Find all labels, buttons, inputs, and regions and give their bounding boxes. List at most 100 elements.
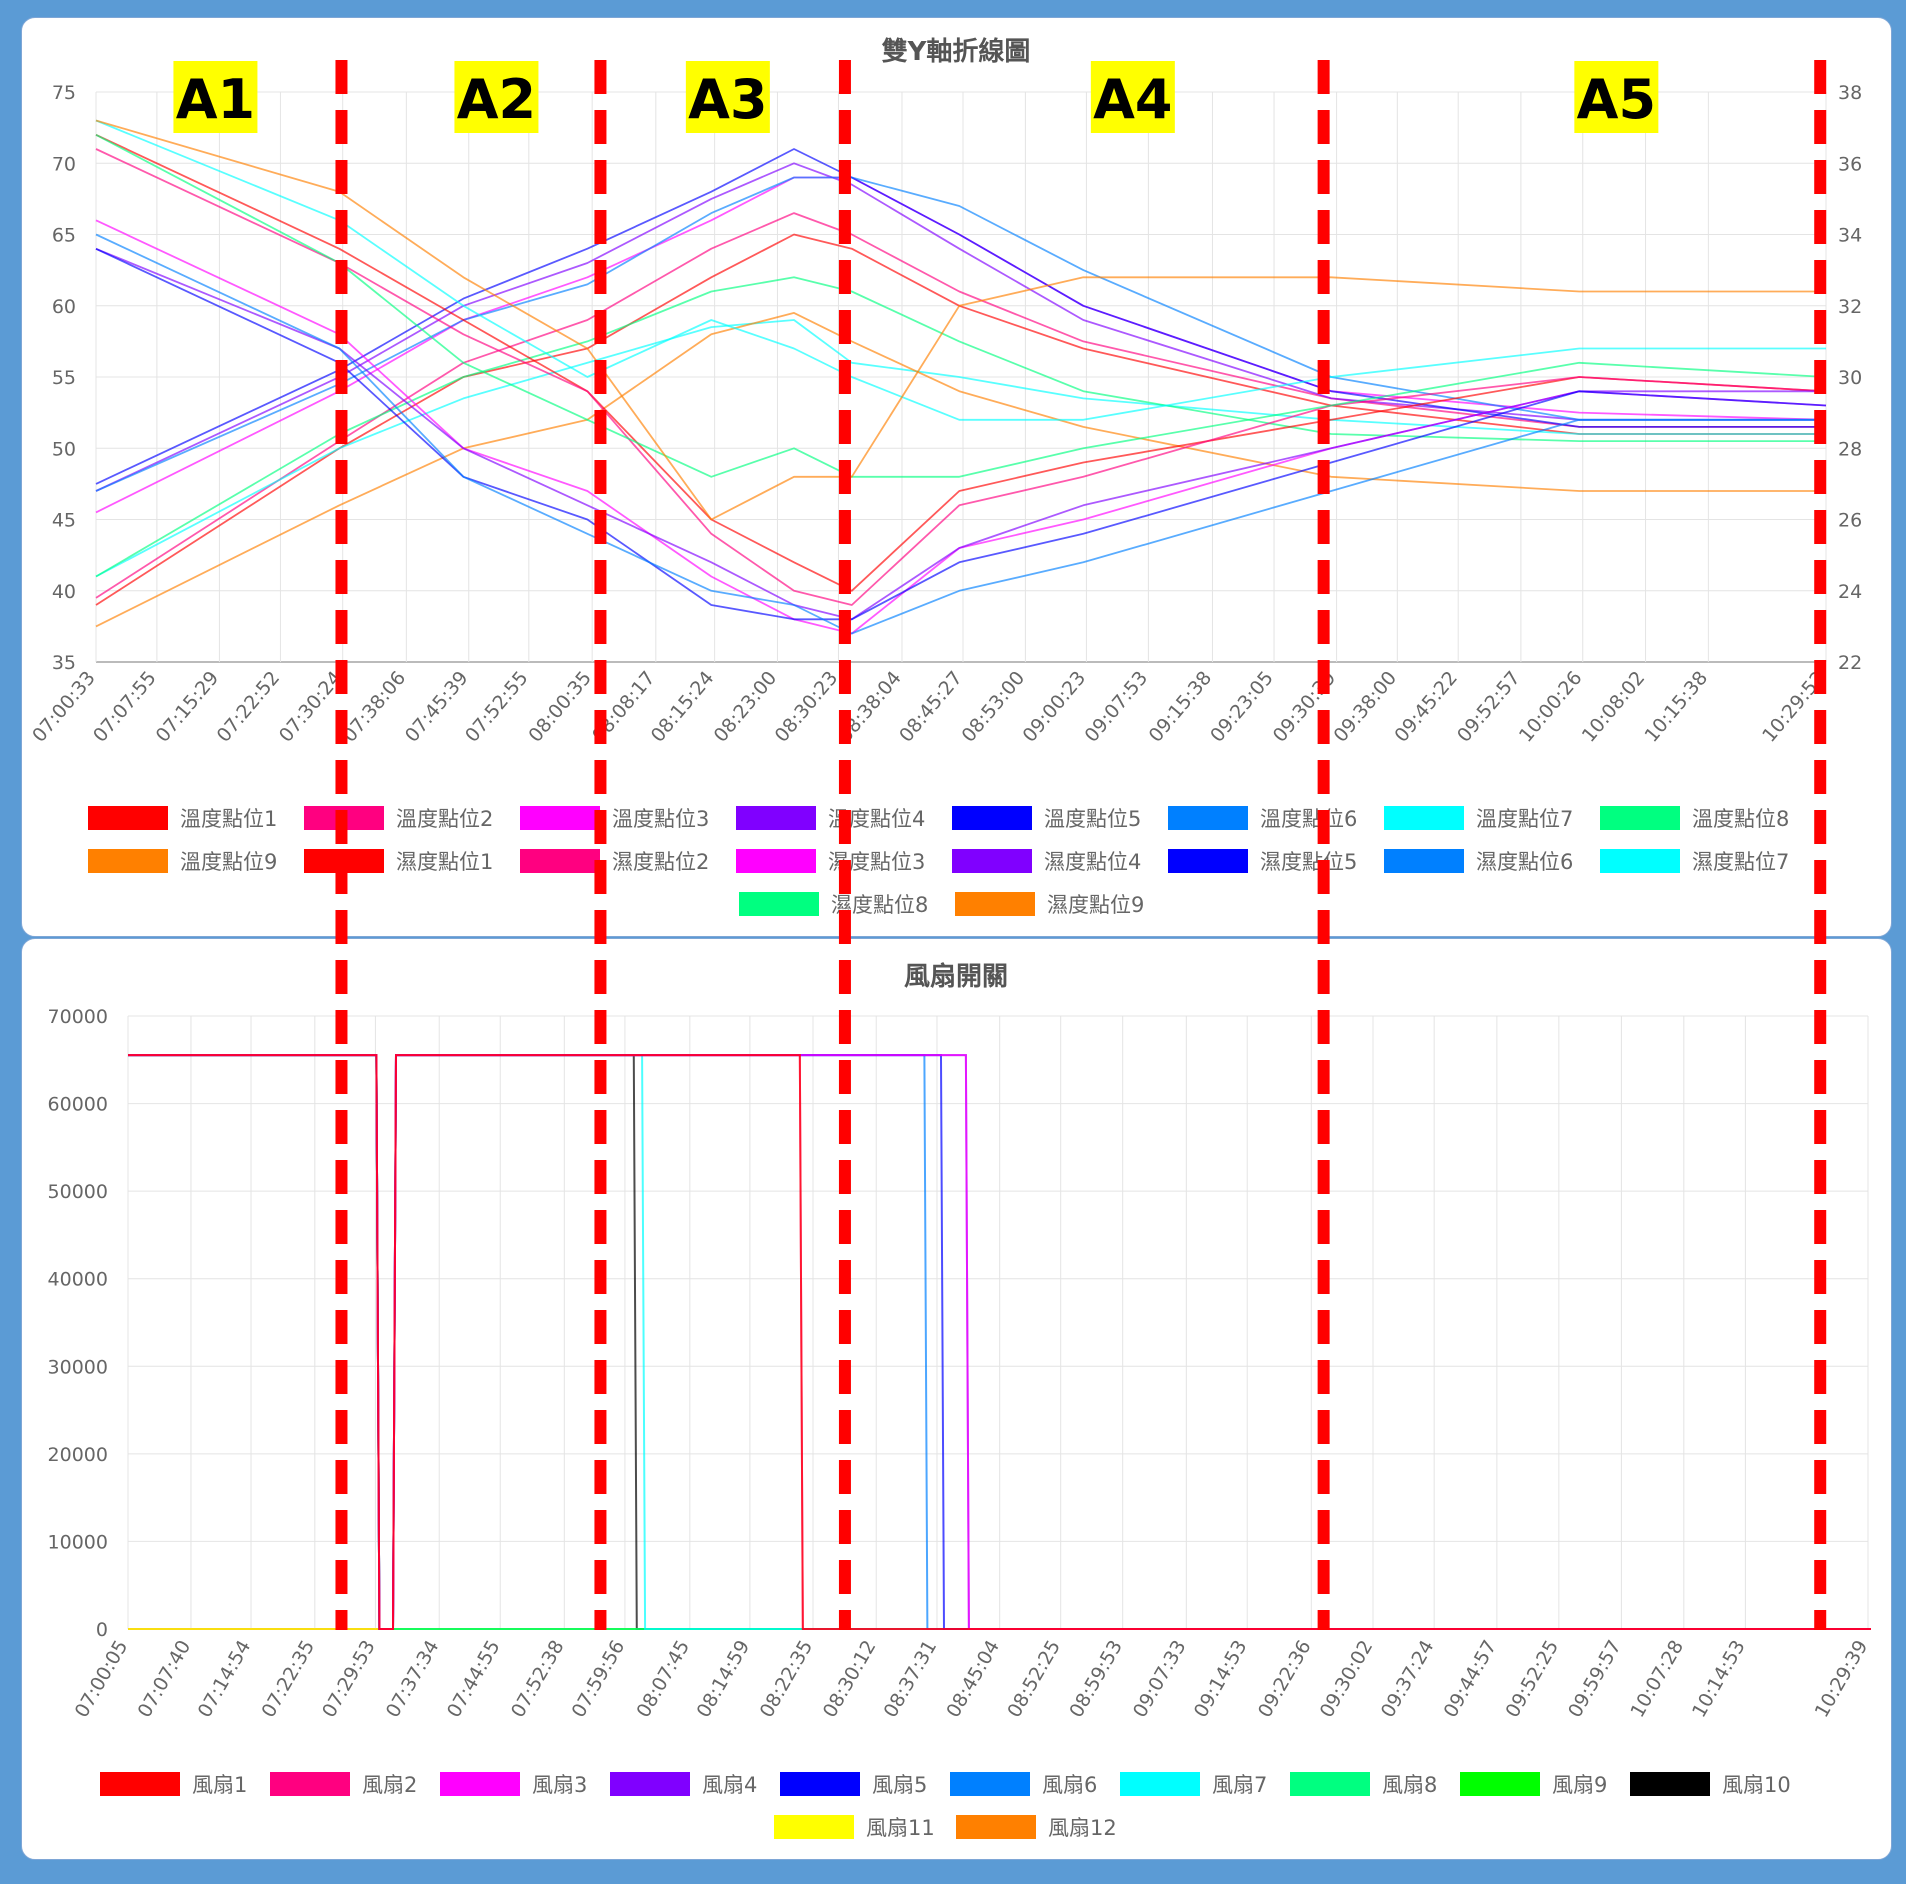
legend-label[interactable]: 風扇7: [1212, 1773, 1267, 1797]
legend-swatch[interactable]: [780, 1772, 860, 1796]
y-tick-label: 30000: [48, 1356, 108, 1378]
legend-swatch[interactable]: [88, 806, 168, 830]
legend-label[interactable]: 風扇10: [1722, 1773, 1791, 1797]
legend-label[interactable]: 風扇6: [1042, 1773, 1097, 1797]
legend-label[interactable]: 溫度點位2: [396, 807, 493, 831]
legend-label[interactable]: 溫度點位1: [180, 807, 277, 831]
x-tick-label: 08:37:31: [880, 1637, 942, 1722]
x-tick-label: 09:52:57: [1453, 667, 1525, 747]
series-line-10: [95, 133, 1827, 592]
y-left-tick-label: 40: [52, 581, 76, 603]
legend-label[interactable]: 濕度點位1: [396, 850, 493, 874]
series-line-7: [95, 319, 1826, 578]
legend-label[interactable]: 濕度點位2: [612, 850, 709, 874]
legend-label[interactable]: 風扇8: [1382, 1773, 1437, 1797]
legend-label[interactable]: 濕度點位7: [1692, 850, 1789, 874]
legend-label[interactable]: 溫度點位6: [1260, 807, 1357, 831]
legend-swatch[interactable]: [440, 1772, 520, 1796]
legend-swatch[interactable]: [1384, 849, 1464, 873]
x-tick-label: 08:30:23: [771, 667, 843, 747]
x-tick-label: 07:07:55: [89, 667, 161, 747]
zone-label: A1: [176, 68, 255, 131]
y-left-tick-label: 45: [52, 510, 76, 532]
series-line-13: [95, 247, 1826, 621]
x-tick-label: 08:52:25: [1003, 1637, 1065, 1722]
legend-label[interactable]: 風扇3: [532, 1773, 587, 1797]
legend-swatch[interactable]: [1168, 849, 1248, 873]
legend-swatch[interactable]: [955, 892, 1035, 916]
legend-swatch[interactable]: [1600, 849, 1680, 873]
top-chart-plot: 35 40 45 50 55 60 65 70 75 22 24 26 28 30 32 34 36 38 07:0…: [28, 82, 1862, 747]
x-tick-label: 09:52:25: [1501, 1637, 1563, 1722]
series-line-3: [95, 176, 1827, 514]
y-left-tick-label: 75: [52, 82, 76, 104]
legend-swatch[interactable]: [952, 806, 1032, 830]
legend-label[interactable]: 風扇2: [362, 1773, 417, 1797]
legend-label[interactable]: 溫度點位9: [180, 850, 277, 874]
x-tick-label: 10:15:38: [1640, 667, 1712, 747]
y-left-tick-label: 35: [52, 652, 76, 674]
fan-series-line-1: [128, 1054, 1871, 1630]
legend-swatch[interactable]: [950, 1772, 1030, 1796]
x-tick-label: 08:00:35: [524, 667, 596, 747]
y-tick-label: 20000: [48, 1444, 108, 1466]
x-tick-label: 09:30:02: [1316, 1637, 1378, 1722]
legend-label[interactable]: 風扇12: [1048, 1816, 1117, 1840]
legend-label[interactable]: 風扇11: [866, 1816, 935, 1840]
y-left-tick-label: 55: [52, 367, 76, 389]
legend-swatch[interactable]: [1168, 806, 1248, 830]
x-tick-label: 10:00:26: [1515, 667, 1587, 747]
x-tick-label: 08:07:45: [632, 1637, 694, 1722]
legend-swatch[interactable]: [1630, 1772, 1710, 1796]
legend-swatch[interactable]: [1600, 806, 1680, 830]
legend-swatch[interactable]: [1384, 806, 1464, 830]
legend-label[interactable]: 風扇9: [1552, 1773, 1607, 1797]
legend-swatch[interactable]: [736, 849, 816, 873]
legend-swatch[interactable]: [270, 1772, 350, 1796]
series-line-18: [95, 119, 1826, 521]
series-line-17: [95, 134, 1827, 478]
legend-label[interactable]: 溫度點位5: [1044, 807, 1141, 831]
legend-label[interactable]: 風扇5: [872, 1773, 927, 1797]
series-line-11: [95, 148, 1827, 606]
legend-swatch[interactable]: [520, 849, 600, 873]
legend-swatch[interactable]: [1460, 1772, 1540, 1796]
y-tick-label: 40000: [48, 1269, 108, 1291]
x-tick-label: 09:45:22: [1390, 667, 1462, 747]
legend-label[interactable]: 溫度點位3: [612, 807, 709, 831]
fan-switch-chart-panel: [21, 938, 1892, 1860]
legend-swatch[interactable]: [610, 1772, 690, 1796]
legend-label[interactable]: 溫度點位7: [1476, 807, 1573, 831]
y-tick-label: 60000: [48, 1094, 108, 1116]
legend-swatch[interactable]: [520, 806, 600, 830]
legend-label[interactable]: 濕度點位5: [1260, 850, 1357, 874]
legend-swatch[interactable]: [774, 1815, 854, 1839]
y-left-tick-label: 65: [52, 225, 76, 247]
legend-swatch[interactable]: [952, 849, 1032, 873]
legend-swatch[interactable]: [739, 892, 819, 916]
zone-label: A2: [457, 68, 536, 131]
legend-label[interactable]: 風扇1: [192, 1773, 247, 1797]
x-tick-label: 08:30:12: [819, 1637, 881, 1722]
x-tick-label: 09:07:53: [1081, 667, 1153, 747]
x-tick-label: 08:53:00: [958, 667, 1030, 747]
x-tick-label: 09:37:24: [1377, 1637, 1439, 1722]
y-left-tick-label: 60: [52, 296, 76, 318]
zone-label: A3: [688, 68, 767, 131]
legend-swatch[interactable]: [100, 1772, 180, 1796]
legend-swatch[interactable]: [88, 849, 168, 873]
legend-label[interactable]: 濕度點位4: [1044, 850, 1141, 874]
y-right-tick-label: 38: [1838, 82, 1862, 104]
zone-label: A4: [1093, 68, 1172, 131]
legend-swatch[interactable]: [956, 1815, 1036, 1839]
legend-swatch[interactable]: [736, 806, 816, 830]
y-tick-label: 0: [96, 1619, 108, 1641]
legend-swatch[interactable]: [1290, 1772, 1370, 1796]
x-tick-label: 09:15:38: [1145, 667, 1217, 747]
legend-label[interactable]: 溫度點位8: [1692, 807, 1789, 831]
legend-swatch[interactable]: [1120, 1772, 1200, 1796]
legend-label[interactable]: 風扇4: [702, 1773, 757, 1797]
legend-label[interactable]: 濕度點位9: [1047, 893, 1144, 917]
legend-label[interactable]: 濕度點位6: [1476, 850, 1573, 874]
series-line-1: [95, 233, 1826, 606]
